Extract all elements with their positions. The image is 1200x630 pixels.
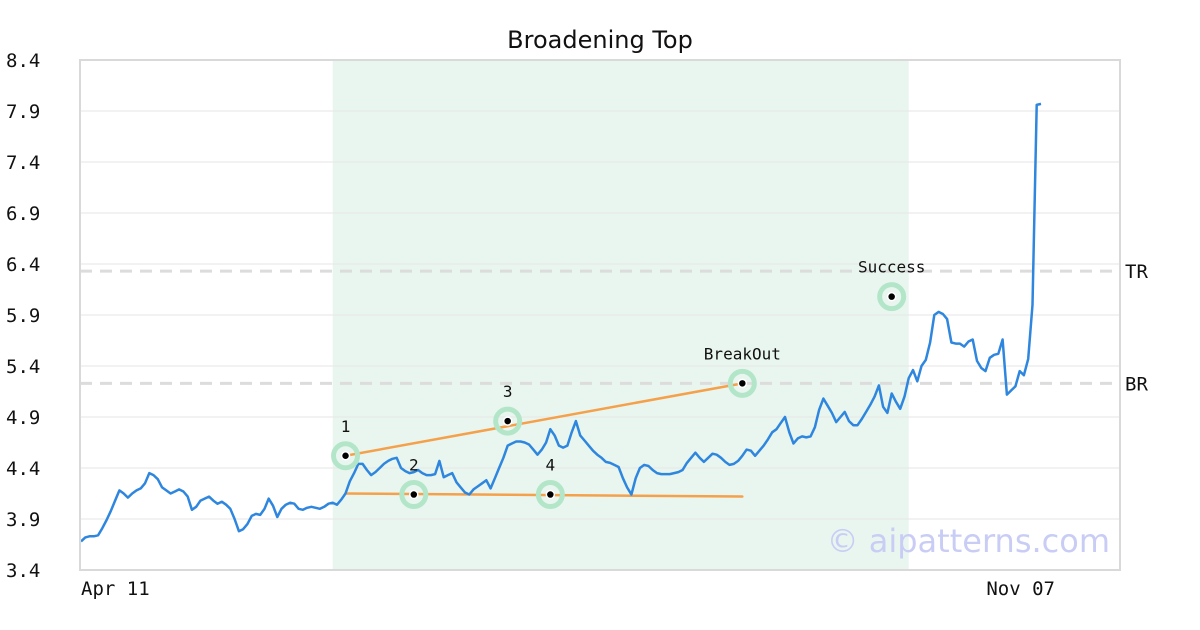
point-label: BreakOut	[704, 344, 781, 363]
y-tick-label: 4.4	[6, 458, 40, 480]
y-tick-label: 4.9	[6, 407, 40, 429]
point-marker	[409, 489, 419, 500]
y-tick-label: 5.9	[6, 305, 40, 327]
point-label: Success	[858, 258, 925, 277]
point-halo	[399, 480, 429, 510]
price-line	[80, 102, 1042, 543]
point-halo	[535, 480, 565, 510]
point-halo	[727, 368, 757, 398]
point-label: 3	[503, 382, 513, 401]
point-marker	[502, 416, 513, 426]
y-tick-label: 3.4	[6, 560, 40, 582]
x-tick-label: Nov 07	[986, 578, 1055, 600]
point-halo	[877, 282, 907, 312]
x-tick-label: Apr 11	[81, 578, 150, 600]
reference-lines: TR BR	[80, 261, 1148, 395]
point-halo	[331, 441, 361, 471]
pattern-points: 1 2 3 4 BreakOut Success	[331, 258, 925, 510]
reference-line-label: BR	[1125, 373, 1148, 395]
point-label: 2	[409, 456, 419, 475]
y-tick-label: 6.4	[6, 254, 40, 276]
point-marker	[886, 291, 897, 302]
y-tick-label: 8.4	[6, 50, 40, 72]
y-tick-label: 6.9	[6, 203, 40, 225]
y-tick-label: 7.4	[6, 152, 40, 174]
point-marker	[737, 378, 748, 389]
y-tick-label: 7.9	[6, 101, 40, 123]
y-tick-label: 5.4	[6, 356, 40, 378]
y-tick-label: 3.9	[6, 509, 40, 531]
point-label: 1	[341, 417, 351, 436]
price-series	[80, 102, 1042, 543]
watermark: © aipatterns.com	[827, 522, 1110, 560]
point-marker	[545, 489, 556, 500]
point-label: 4	[546, 456, 556, 475]
chart-title: Broadening Top	[507, 26, 693, 54]
point-halo	[493, 406, 523, 436]
y-axis-ticks: 3.4 3.9 4.4 4.9 5.4 5.9 6.4 6.9 7.4 7.9 8.4	[6, 50, 40, 582]
x-axis-ticks: Apr 11 Nov 07	[81, 578, 1055, 600]
point-marker	[340, 451, 351, 461]
reference-line-label: TR	[1125, 261, 1148, 283]
plot-frame	[79, 59, 1121, 571]
trendline	[344, 382, 744, 458]
